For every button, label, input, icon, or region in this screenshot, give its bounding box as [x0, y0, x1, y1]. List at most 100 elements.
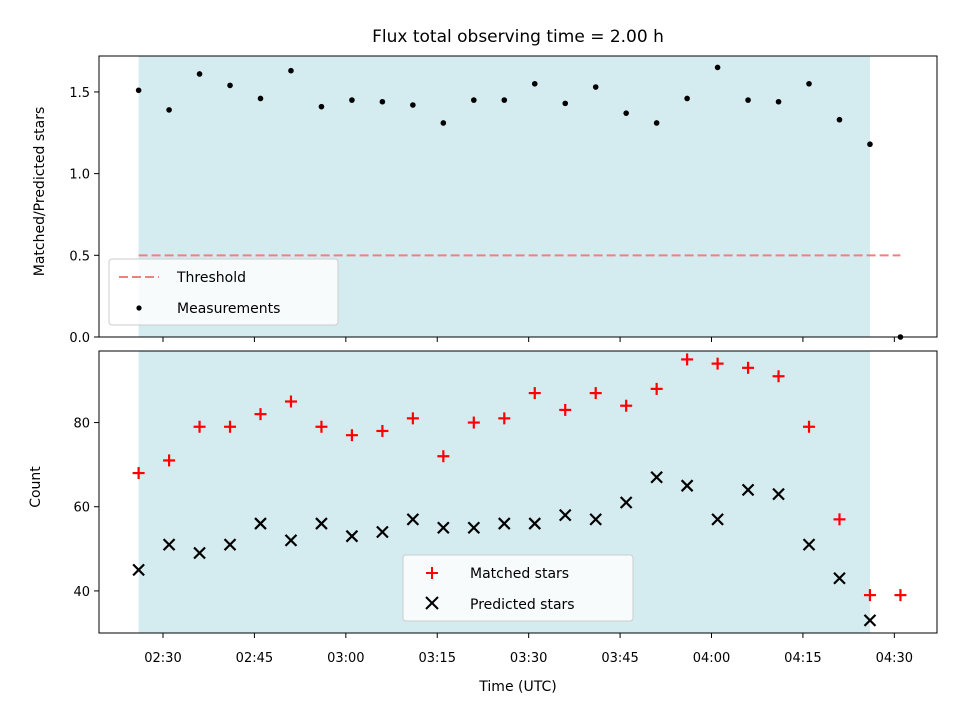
measurement-point: [349, 97, 355, 103]
legend-matched-label: Matched stars: [470, 566, 569, 582]
matched-stars-point: [650, 382, 663, 395]
bottom-y-tick-label: 80: [73, 417, 90, 432]
matched-stars-point: [772, 370, 785, 383]
measurement-point: [775, 98, 782, 105]
x-tick-label: 04:15: [784, 651, 821, 666]
predicted-stars-point: [833, 572, 846, 585]
bottom-x-ticks: 02:30 02:45 03:00 03:15 03:30 03:45 04:00 04:15…: [144, 633, 913, 666]
chart-title: Flux total observing time = 2.00 h: [372, 27, 664, 47]
predicted-stars-point: [284, 534, 298, 547]
predicted-stars-point: [863, 614, 877, 627]
predicted-stars-point: [558, 508, 572, 522]
predicted-stars-point: [711, 513, 724, 526]
matched-stars-point: [559, 403, 572, 416]
matched-stars-point: [589, 387, 602, 400]
bottom-axes-frame: [98, 350, 938, 634]
matched-stars-point: [193, 420, 206, 433]
legend-predicted-marker: [425, 596, 439, 610]
measurement-point: [196, 71, 203, 77]
x-tick-label: 04:00: [693, 651, 730, 666]
measurement-point: [592, 84, 599, 90]
measurement-point: [531, 80, 538, 87]
measurement-point: [714, 64, 721, 71]
matched-stars-point: [742, 361, 755, 374]
matched-stars-point: [498, 412, 511, 425]
measurements-series: [135, 64, 904, 340]
measurement-point: [562, 100, 569, 107]
top-legend: Threshold Measurements: [108, 258, 339, 326]
matched-stars-point: [437, 450, 450, 463]
measurement-point: [653, 120, 660, 126]
predicted-stars-point: [680, 479, 694, 492]
predicted-stars-series: [132, 470, 877, 627]
top-y-tick-label: 0.0: [69, 331, 90, 346]
predicted-stars-point: [223, 538, 237, 551]
top-panel: 0.0 0.5 1.0 1.5 Matched/Predicted stars Thr…: [32, 55, 938, 346]
measurement-point: [867, 141, 873, 148]
top-y-tick-label: 1.0: [69, 168, 90, 183]
matched-stars-point: [528, 387, 541, 400]
x-tick-label: 03:45: [601, 651, 638, 666]
predicted-stars-point: [467, 521, 481, 535]
predicted-stars-point: [528, 517, 542, 530]
matched-stars-point: [132, 467, 145, 480]
top-x-ticks: [162, 337, 895, 342]
legend-measurements-marker: [136, 305, 142, 311]
predicted-stars-point: [619, 496, 633, 509]
bottom-legend: Matched stars Predicted stars: [402, 554, 634, 622]
matched-stars-point: [711, 357, 724, 370]
measurement-point: [501, 97, 508, 103]
measurement-point: [166, 107, 172, 113]
top-y-tick-label: 1.5: [69, 86, 90, 101]
measurement-point: [410, 102, 416, 108]
measurement-point: [471, 97, 477, 103]
predicted-stars-point: [406, 513, 420, 526]
matched-stars-point: [863, 589, 876, 602]
predicted-stars-point: [498, 517, 511, 530]
matched-stars-series: [132, 353, 907, 602]
x-tick-label: 04:30: [876, 651, 913, 666]
legend-threshold-label: Threshold: [176, 270, 246, 286]
measurement-point: [227, 82, 233, 89]
matched-stars-point: [284, 395, 297, 408]
x-tick-label: 03:30: [510, 651, 547, 666]
x-tick-label: 02:45: [236, 651, 273, 666]
measurement-point: [745, 97, 751, 103]
predicted-stars-point: [193, 546, 206, 560]
x-tick-label: 02:30: [144, 651, 181, 666]
legend-measurements-label: Measurements: [177, 301, 280, 317]
top-y-axis-label: Matched/Predicted stars: [32, 107, 48, 277]
matched-stars-point: [224, 420, 237, 433]
predicted-stars-point: [802, 538, 816, 551]
predicted-stars-point: [437, 521, 450, 535]
matched-stars-point: [315, 420, 328, 433]
matched-stars-point: [833, 513, 846, 526]
predicted-stars-point: [162, 538, 176, 551]
top-y-ticks: 0.0 0.5 1.0 1.5: [69, 86, 99, 346]
predicted-stars-point: [741, 483, 755, 497]
matched-stars-point: [345, 429, 358, 442]
measurement-point: [135, 87, 142, 94]
measurement-point: [623, 110, 629, 116]
measurement-point: [806, 80, 812, 87]
top-y-tick-label: 0.5: [69, 249, 90, 264]
measurement-point: [836, 116, 843, 123]
matched-stars-point: [163, 454, 176, 467]
x-tick-label: 03:15: [419, 651, 456, 666]
matched-stars-point: [467, 416, 480, 429]
bottom-y-tick-label: 60: [73, 501, 90, 516]
legend-matched-marker: [426, 567, 438, 579]
x-tick-label: 03:00: [327, 651, 364, 666]
predicted-stars-point: [589, 513, 602, 526]
matched-stars-point: [406, 412, 419, 425]
matched-stars-point: [254, 408, 267, 421]
measurement-point: [440, 120, 447, 126]
bottom-panel: 40 60 80 02:30 02:45 03:00 03:15 03:30 03:45 04:…: [28, 350, 938, 695]
legend-predicted-label: Predicted stars: [470, 597, 575, 613]
bottom-y-tick-label: 40: [73, 585, 90, 600]
predicted-stars-point: [132, 563, 145, 577]
predicted-stars-point: [345, 529, 359, 543]
matched-stars-point: [681, 353, 694, 366]
x-axis-label: Time (UTC): [478, 679, 556, 695]
